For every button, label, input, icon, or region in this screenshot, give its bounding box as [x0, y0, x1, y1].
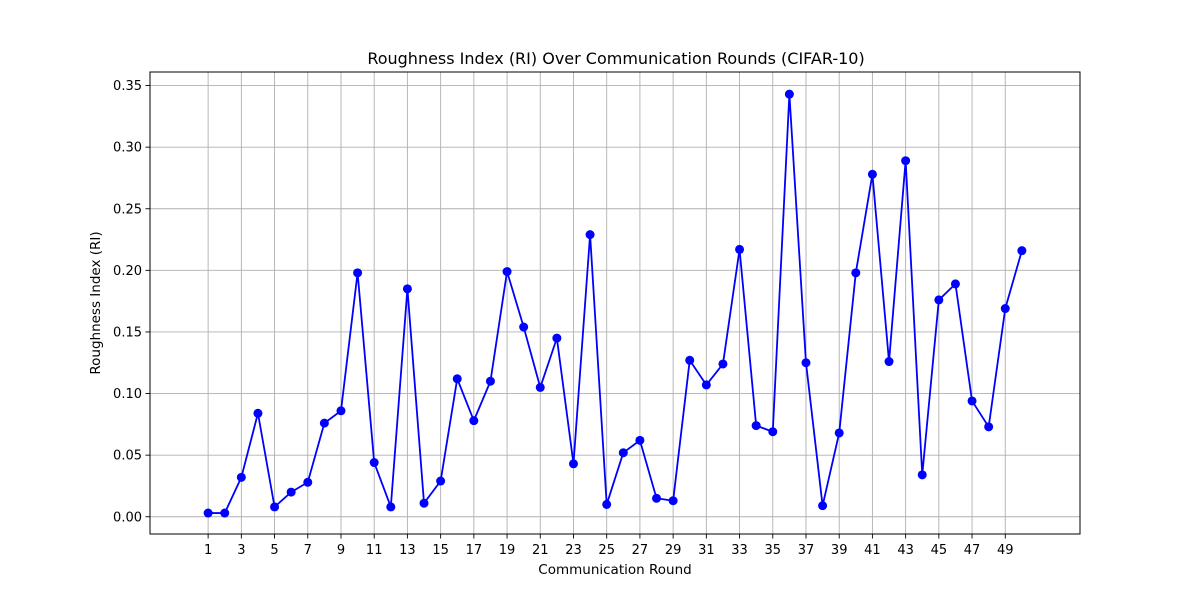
data-point	[735, 244, 745, 254]
x-tick-label: 1	[204, 543, 212, 558]
data-point	[751, 421, 761, 431]
x-tick-label: 13	[399, 543, 416, 558]
data-point	[967, 396, 977, 406]
x-tick-label: 23	[565, 543, 582, 558]
x-tick-label: 47	[964, 543, 981, 558]
data-point	[901, 156, 911, 166]
data-point	[884, 357, 894, 367]
data-point	[818, 501, 828, 511]
y-tick-label: 0.25	[113, 202, 142, 217]
y-tick-label: 0.10	[113, 387, 142, 402]
x-tick-label: 41	[864, 543, 881, 558]
x-axis: 1 3 5 7 9 11 13 15 17 19 21 23 25 27 29 31 33 35 37 39 41 43 4…	[204, 534, 1014, 558]
x-tick-label: 45	[931, 543, 948, 558]
x-axis-label: Communication Round	[538, 562, 691, 578]
x-tick-label: 35	[764, 543, 781, 558]
x-tick-label: 43	[897, 543, 914, 558]
data-point	[452, 374, 462, 384]
y-tick-label: 0.00	[113, 510, 142, 525]
chart-title: Roughness Index (RI) Over Communication …	[367, 49, 864, 68]
x-tick-label: 39	[831, 543, 848, 558]
x-tick-label: 7	[304, 543, 312, 558]
data-point	[701, 380, 711, 390]
data-point	[602, 499, 612, 509]
x-tick-label: 27	[632, 543, 649, 558]
data-point	[851, 268, 861, 278]
data-point	[402, 284, 412, 294]
data-point	[220, 508, 230, 518]
data-point	[1000, 304, 1010, 314]
data-point	[469, 416, 479, 426]
data-point	[353, 268, 363, 278]
data-point	[618, 448, 628, 458]
y-axis-label: Roughness Index (RI)	[88, 231, 104, 374]
y-tick-label: 0.35	[113, 79, 142, 94]
data-point	[784, 89, 794, 99]
x-tick-label: 29	[665, 543, 682, 558]
data-point	[585, 230, 595, 240]
plot-area-frame	[149, 71, 1081, 535]
data-point	[685, 355, 695, 365]
data-point	[718, 359, 728, 369]
data-point	[867, 169, 877, 179]
data-point	[668, 496, 678, 506]
data-point	[485, 376, 495, 386]
data-point	[303, 477, 313, 487]
data-point	[436, 476, 446, 486]
x-tick-label: 49	[997, 543, 1014, 558]
data-point	[552, 333, 562, 343]
data-point	[950, 279, 960, 289]
data-point	[386, 502, 396, 512]
x-tick-label: 17	[466, 543, 483, 558]
x-tick-label: 25	[598, 543, 615, 558]
data-point	[236, 472, 246, 482]
x-tick-label: 37	[798, 543, 815, 558]
data-point	[934, 295, 944, 305]
x-tick-label: 11	[366, 543, 383, 558]
data-point	[801, 358, 811, 368]
x-tick-label: 9	[337, 543, 345, 558]
data-point	[369, 458, 379, 468]
y-tick-label: 0.15	[113, 325, 142, 340]
data-point	[270, 502, 280, 512]
x-tick-label: 21	[532, 543, 549, 558]
x-tick-label: 5	[270, 543, 278, 558]
grid	[150, 72, 1080, 534]
data-point	[1017, 246, 1027, 256]
data-point	[319, 418, 329, 428]
x-tick-label: 19	[499, 543, 516, 558]
data-point	[984, 422, 994, 432]
y-tick-label: 0.20	[113, 264, 142, 279]
y-axis: 0.00 0.05 0.10 0.15 0.20 0.25 0.30 0.35	[113, 79, 150, 525]
data-point	[535, 382, 545, 392]
data-point	[336, 406, 346, 416]
data-point	[253, 408, 263, 418]
x-tick-label: 31	[698, 543, 715, 558]
data-point	[502, 267, 512, 277]
data-point	[203, 508, 213, 518]
series-line	[208, 93, 1023, 514]
data-series	[203, 89, 1027, 518]
data-point	[286, 487, 296, 497]
data-point	[635, 435, 645, 445]
y-tick-label: 0.30	[113, 141, 142, 156]
x-tick-label: 15	[432, 543, 449, 558]
data-point	[917, 470, 927, 480]
data-point	[652, 493, 662, 503]
y-tick-label: 0.05	[113, 449, 142, 464]
x-tick-label: 3	[237, 543, 245, 558]
data-point	[834, 428, 844, 438]
data-point	[768, 427, 778, 437]
x-tick-label: 33	[731, 543, 748, 558]
data-point	[519, 322, 529, 332]
data-point	[419, 498, 429, 508]
data-point	[568, 459, 578, 469]
